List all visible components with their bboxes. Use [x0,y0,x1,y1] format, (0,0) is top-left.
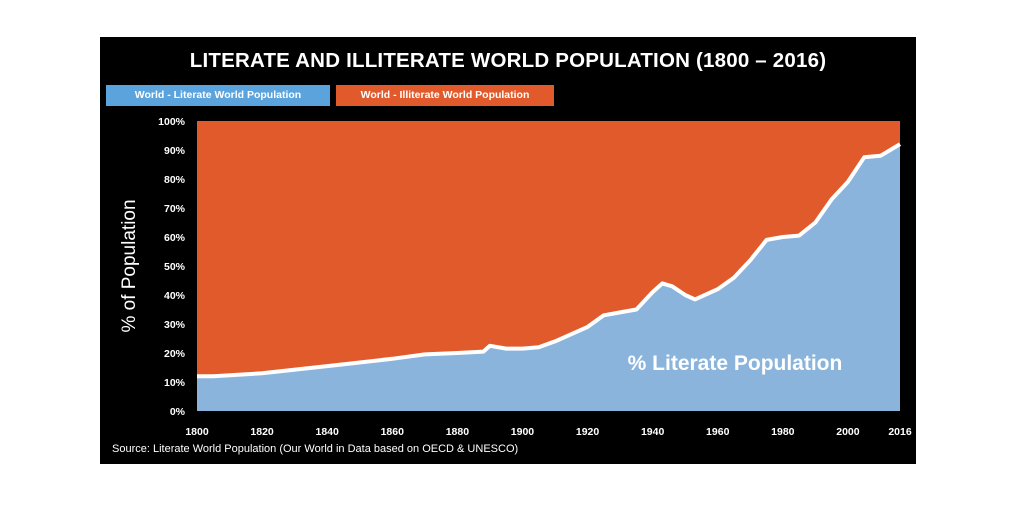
y-tick-label: 70% [164,203,186,215]
y-tick-label: 100% [158,116,186,128]
y-tick-label: 20% [164,348,186,360]
chart-panel: LITERATE AND ILLITERATE WORLD POPULATION… [100,37,916,464]
x-tick-label: 1840 [316,426,340,438]
y-tick-label: 80% [164,174,186,186]
plot-area: 0% 10% 20% 30% 40% 50% 60% 70% 80% 90% 100% 1800 182… [119,116,912,438]
x-tick-label: 1880 [446,426,470,438]
x-tick-label: 2000 [836,426,860,438]
y-tick-label: 60% [164,232,186,244]
chart-title: LITERATE AND ILLITERATE WORLD POPULATION… [189,49,827,72]
x-tick-label: 1860 [381,426,405,438]
x-tick-label: 1800 [185,426,209,438]
source-note: Source: Literate World Population (Our W… [112,443,519,455]
y-tick-label: 0% [170,406,186,418]
literate-line [197,142,902,379]
legend-literate: World - Literate World Population [106,85,330,106]
x-tick-label: 1900 [511,426,535,438]
legend-illiterate: World - Illiterate World Population [336,85,554,106]
y-tick-label: 10% [164,377,186,389]
x-tick-label: 1980 [771,426,795,438]
x-tick-label: 1940 [641,426,665,438]
area-annotation: % Literate Population [628,352,843,375]
y-axis-label: % of Population [119,199,140,332]
y-tick-label: 50% [164,261,186,273]
x-tick-label: 2016 [888,426,912,438]
literate-area [197,144,900,411]
y-tick-label: 30% [164,319,186,331]
x-tick-label: 1960 [706,426,730,438]
y-tick-label: 90% [164,145,186,157]
x-tick-label: 1820 [250,426,274,438]
y-tick-label: 40% [164,290,186,302]
x-tick-label: 1920 [576,426,600,438]
